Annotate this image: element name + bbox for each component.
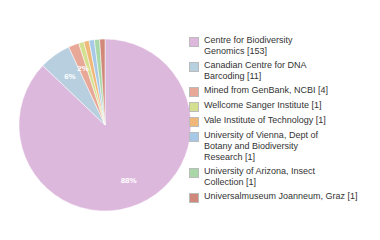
svg-text:6%: 6%	[64, 72, 76, 81]
html-text:Vale Institute of Technology [: Vale Institute of Technology [1]	[204, 114, 326, 125]
html-text:Canadian Centre for DNA Barcod: Canadian Centre for DNA Barcoding [11]	[204, 59, 307, 81]
html-text:Mined from GenBank, NCBI [4]: Mined from GenBank, NCBI [4]	[204, 84, 329, 95]
html-text:Wellcome Sanger Institute [1]: Wellcome Sanger Institute [1]	[204, 99, 322, 110]
html-text:University of Arizona, Insect: University of Arizona, Insect Collection…	[204, 165, 315, 187]
html-text:University of Vienna, Dept of: University of Vienna, Dept of Botany and…	[204, 129, 318, 162]
html-text:Universalmuseum Joanneum, Graz: Universalmuseum Joanneum, Graz [1]	[204, 190, 358, 201]
svg-text:2%: 2%	[77, 64, 89, 73]
html-text:Centre for Biodiversity Genomi: Centre for Biodiversity Genomics [153]	[204, 34, 293, 56]
svg-text:88%: 88%	[121, 176, 137, 185]
